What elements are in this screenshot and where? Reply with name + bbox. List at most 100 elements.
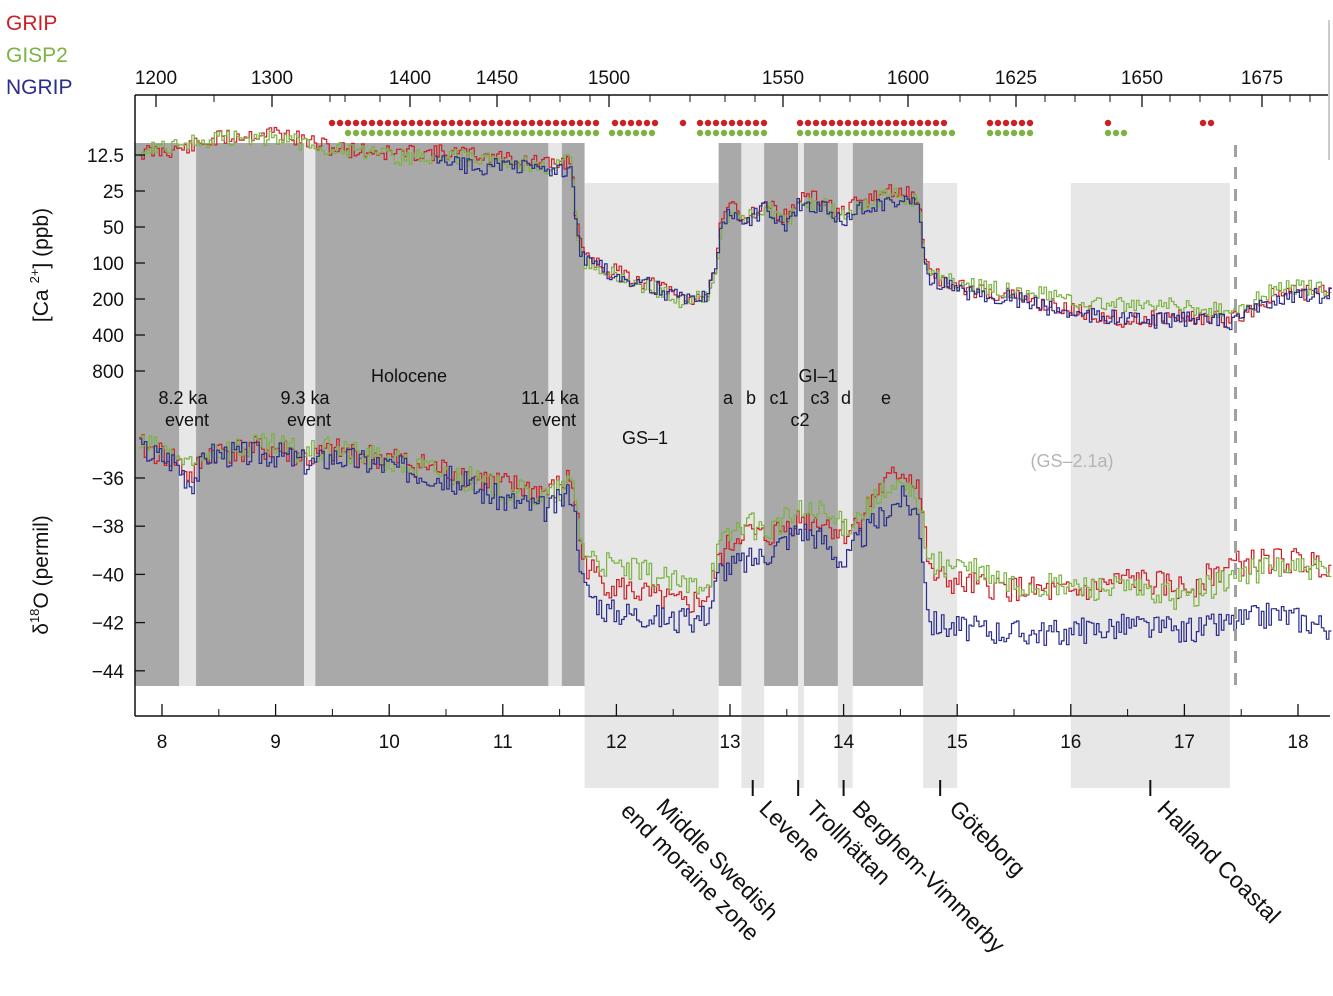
y-upper-main: [Ca [30, 289, 53, 322]
dot-grip [416, 119, 424, 127]
sub-c1: c1 [769, 388, 788, 408]
dot-grip [627, 119, 635, 127]
dot-gisp2 [560, 129, 568, 137]
dot-grip [520, 119, 528, 127]
gi1-label: GI–1 [798, 366, 837, 386]
dot-gisp2 [648, 129, 656, 137]
top-tick-label: 1300 [251, 68, 293, 89]
dot-grip [916, 119, 924, 127]
ca-tick-label: 800 [92, 362, 124, 383]
dot-grip [1002, 119, 1010, 127]
bottom-tick-label: 14 [833, 732, 855, 753]
y-lower-axis-label: δ18O (permil) [27, 515, 53, 635]
dot-gisp2 [908, 129, 916, 137]
dot-grip [804, 119, 812, 127]
y-upper-sup: 2+ [27, 269, 42, 284]
dot-grip [1199, 119, 1207, 127]
dot-grip [940, 119, 948, 127]
dot-gisp2 [1002, 129, 1010, 137]
dot-gisp2 [728, 129, 736, 137]
legend-gisp2: GISP2 [6, 44, 68, 67]
dot-grip [651, 119, 659, 127]
dot-gisp2 [940, 129, 948, 137]
dot-grip [480, 119, 488, 127]
series-layer [139, 126, 1332, 646]
svg-text:Göteborg: Göteborg [944, 795, 1030, 881]
dot-gisp2 [752, 129, 760, 137]
dot-grip [552, 119, 560, 127]
dot-gisp2 [576, 129, 584, 137]
dot-grip [576, 119, 584, 127]
dot-grip [1207, 119, 1215, 127]
dot-gisp2 [488, 129, 496, 137]
dot-grip [844, 119, 852, 127]
dot-gisp2 [624, 129, 632, 137]
dot-grip [448, 119, 456, 127]
dot-grip [908, 119, 916, 127]
dot-grip [336, 119, 344, 127]
dot-gisp2 [876, 129, 884, 137]
dot-grip [635, 119, 643, 127]
dot-gisp2 [924, 129, 932, 137]
stage-halland-coastal: Halland Coastal [1152, 795, 1285, 928]
event-82-line1: 8.2 ka [158, 388, 208, 408]
d18o-tick-label: −38 [92, 517, 124, 538]
dot-grip [836, 119, 844, 127]
dot-grip [384, 119, 392, 127]
dot-gisp2 [368, 129, 376, 137]
dot-gisp2 [1026, 129, 1034, 137]
ca-tick-label: 400 [92, 326, 124, 347]
dot-gisp2 [432, 129, 440, 137]
dot-gisp2 [568, 129, 576, 137]
dot-grip [994, 119, 1002, 127]
gs21a-label: (GS–2.1a) [1030, 451, 1113, 471]
event-93-line1: 9.3 ka [280, 388, 330, 408]
dot-gisp2 [1112, 129, 1120, 137]
shade-band-0 [179, 143, 197, 686]
dot-gisp2 [1010, 129, 1018, 137]
dot-grip [752, 119, 760, 127]
dot-grip [528, 119, 536, 127]
dot-gisp2 [360, 129, 368, 137]
shade-band-2 [548, 143, 562, 686]
dot-gisp2 [720, 129, 728, 137]
dot-grip [720, 119, 728, 127]
dot-grip [860, 119, 868, 127]
bottom-tick-label: 9 [270, 732, 281, 753]
sub-a: a [723, 388, 734, 408]
y-lower-delta: δ [30, 623, 53, 635]
dot-grip [619, 119, 627, 127]
sub-d: d [841, 388, 851, 408]
dot-gisp2 [608, 129, 616, 137]
dot-grip [392, 119, 400, 127]
shade-dark-0 [135, 143, 585, 686]
dot-grip [1018, 119, 1026, 127]
legend-grip: GRIP [6, 12, 57, 35]
dot-gisp2 [712, 129, 720, 137]
dot-gisp2 [352, 129, 360, 137]
dot-grip [744, 119, 752, 127]
dot-gisp2 [584, 129, 592, 137]
dot-gisp2 [852, 129, 860, 137]
dot-grip [440, 119, 448, 127]
dot-grip [828, 119, 836, 127]
svg-text:Halland Coastal: Halland Coastal [1152, 795, 1285, 928]
dot-grip [796, 119, 804, 127]
dot-gisp2 [512, 129, 520, 137]
dot-gisp2 [520, 129, 528, 137]
dot-gisp2 [400, 129, 408, 137]
dot-grip [712, 119, 720, 127]
dot-grip [760, 119, 768, 127]
dot-gisp2 [884, 129, 892, 137]
d18o-line-ngrip [139, 438, 1332, 646]
dot-grip [852, 119, 860, 127]
dot-grip [464, 119, 472, 127]
dot-grip [472, 119, 480, 127]
sub-b: b [746, 388, 756, 408]
y-lower-sup: 18 [27, 609, 42, 623]
dot-gisp2 [1120, 129, 1128, 137]
dot-gisp2 [440, 129, 448, 137]
bottom-tick-label: 8 [157, 732, 168, 753]
dot-grip [704, 119, 712, 127]
